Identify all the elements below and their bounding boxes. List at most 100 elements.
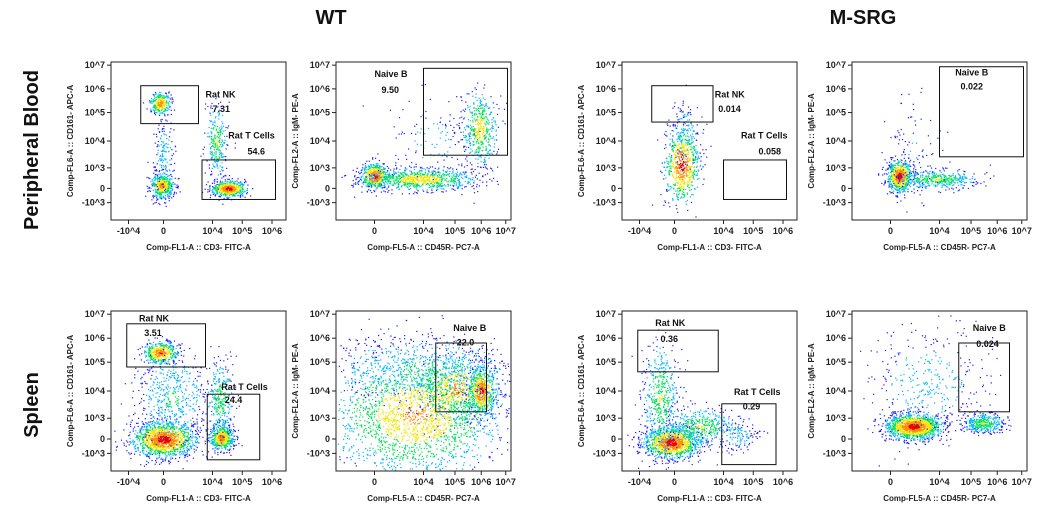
data-point: [213, 160, 216, 162]
data-point: [218, 184, 220, 186]
data-point: [156, 191, 158, 193]
data-point: [366, 185, 368, 188]
data-point: [473, 130, 475, 132]
data-point: [684, 182, 686, 184]
data-point: [480, 126, 482, 128]
data-point: [473, 202, 475, 204]
data-point: [218, 112, 221, 114]
data-point: [685, 167, 687, 169]
data-point: [679, 143, 681, 145]
data-point: [403, 176, 405, 178]
data-point: [398, 175, 400, 177]
data-point: [454, 178, 457, 180]
data-point: [208, 167, 210, 169]
data-point: [667, 183, 669, 185]
data-point: [684, 139, 686, 141]
data-point: [154, 169, 156, 172]
data-point: [483, 130, 485, 132]
data-point: [154, 184, 156, 186]
data-point: [351, 184, 353, 186]
data-point: [896, 182, 898, 184]
data-point: [896, 175, 899, 177]
data-point: [360, 177, 362, 179]
data-point: [160, 135, 163, 137]
data-point: [678, 186, 680, 188]
data-point: [159, 197, 162, 200]
data-point: [474, 113, 476, 115]
data-point: [457, 141, 459, 143]
data-point: [406, 185, 408, 188]
data-point: [689, 119, 691, 121]
data-point: [952, 172, 954, 174]
data-point: [169, 179, 171, 181]
data-point: [156, 178, 158, 180]
data-point: [693, 130, 695, 132]
data-point: [897, 179, 899, 181]
data-point: [694, 159, 696, 161]
data-point: [482, 181, 484, 183]
data-point: [683, 160, 685, 163]
data-point: [391, 174, 394, 176]
data-point: [898, 190, 900, 192]
data-point: [368, 184, 370, 186]
gate-percentage-label: 9.50: [382, 85, 400, 95]
data-point: [366, 179, 368, 181]
data-point: [156, 195, 158, 197]
data-point: [238, 186, 240, 188]
data-point: [497, 126, 499, 128]
data-point: [454, 132, 456, 134]
data-point: [364, 168, 366, 170]
data-point: [696, 173, 699, 175]
data-point: [680, 135, 682, 137]
data-point: [428, 171, 430, 173]
data-point: [207, 189, 209, 191]
data-point: [158, 124, 160, 126]
data-point: [897, 186, 899, 188]
data-point: [455, 173, 458, 175]
data-point: [217, 146, 219, 148]
data-point: [208, 136, 210, 138]
data-point: [481, 117, 483, 119]
data-point: [356, 177, 358, 179]
data-point: [688, 140, 690, 142]
data-point: [442, 173, 444, 175]
data-point: [161, 169, 163, 171]
data-point: [424, 176, 426, 179]
data-point: [242, 188, 244, 190]
data-point: [488, 114, 490, 116]
data-point: [477, 110, 479, 112]
data-point: [377, 164, 379, 167]
data-point: [904, 177, 907, 179]
data-point: [169, 163, 171, 165]
data-point: [693, 137, 695, 139]
data-point: [679, 148, 681, 150]
data-point: [424, 175, 426, 178]
data-point: [670, 161, 672, 163]
data-point: [485, 136, 487, 138]
data-point: [150, 110, 153, 113]
data-point: [159, 95, 161, 97]
data-point: [360, 176, 362, 178]
data-point: [693, 172, 695, 174]
data-point: [170, 184, 172, 186]
data-point: [230, 185, 233, 188]
data-point: [218, 139, 220, 141]
data-point: [689, 112, 691, 114]
data-point: [666, 135, 668, 137]
data-point: [453, 181, 455, 183]
data-point: [409, 177, 412, 179]
data-point: [681, 185, 683, 187]
data-point: [406, 173, 408, 176]
data-point: [884, 181, 886, 183]
data-point: [487, 141, 489, 143]
data-point: [473, 188, 475, 190]
data-point: [167, 188, 169, 191]
data-point: [393, 170, 395, 172]
data-point: [370, 166, 372, 168]
data-point: [472, 141, 474, 143]
data-point: [429, 184, 431, 186]
data-point: [209, 185, 211, 187]
data-point: [896, 181, 898, 183]
data-point: [665, 147, 667, 149]
data-point: [162, 190, 164, 192]
